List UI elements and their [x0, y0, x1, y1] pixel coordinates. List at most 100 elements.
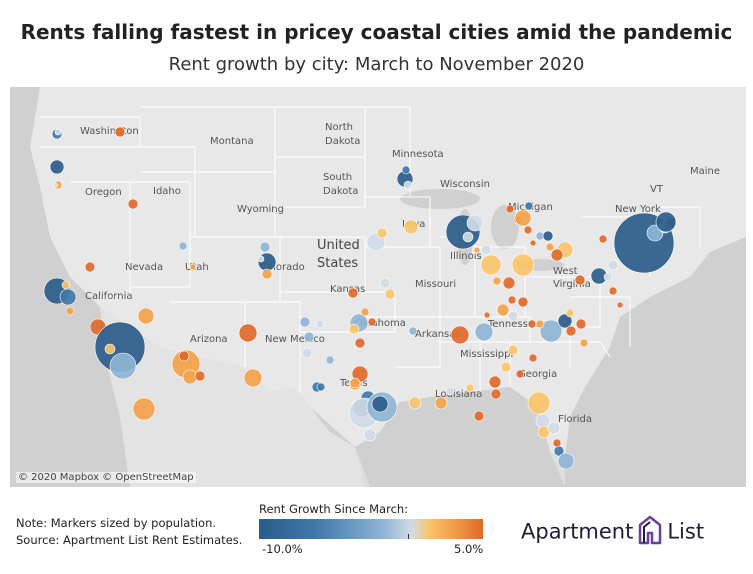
city-marker[interactable]: [547, 421, 561, 435]
city-marker[interactable]: [500, 361, 512, 373]
city-marker[interactable]: [84, 261, 96, 273]
city-marker[interactable]: [59, 288, 77, 306]
city-marker[interactable]: [61, 280, 71, 290]
city-marker[interactable]: [480, 244, 492, 256]
city-marker[interactable]: [529, 239, 537, 247]
city-marker[interactable]: [473, 246, 481, 254]
city-marker[interactable]: [575, 318, 587, 330]
city-marker[interactable]: [189, 263, 197, 271]
city-marker[interactable]: [565, 308, 575, 318]
city-marker[interactable]: [367, 317, 377, 327]
city-marker[interactable]: [363, 428, 377, 442]
map-attribution[interactable]: © 2020 Mapbox © OpenStreetMap: [16, 472, 196, 483]
city-marker[interactable]: [403, 219, 419, 235]
city-marker[interactable]: [598, 234, 608, 244]
city-marker[interactable]: [474, 322, 494, 342]
city-marker[interactable]: [607, 259, 619, 271]
city-marker[interactable]: [574, 274, 586, 286]
city-marker[interactable]: [178, 350, 190, 362]
city-marker[interactable]: [490, 388, 502, 400]
city-marker[interactable]: [473, 410, 485, 422]
city-marker[interactable]: [527, 391, 551, 415]
city-marker[interactable]: [545, 242, 555, 252]
city-marker[interactable]: [114, 126, 126, 138]
city-marker[interactable]: [301, 347, 313, 359]
city-marker[interactable]: [316, 382, 326, 392]
city-marker[interactable]: [303, 331, 315, 343]
city-marker[interactable]: [401, 165, 411, 175]
city-marker[interactable]: [480, 254, 502, 276]
city-marker[interactable]: [354, 337, 366, 349]
city-marker[interactable]: [608, 286, 618, 296]
city-marker[interactable]: [557, 452, 575, 470]
city-marker[interactable]: [127, 198, 139, 210]
city-marker[interactable]: [502, 276, 516, 290]
city-marker[interactable]: [462, 231, 474, 243]
city-marker[interactable]: [492, 276, 502, 286]
city-marker[interactable]: [376, 227, 388, 239]
city-marker[interactable]: [616, 301, 624, 309]
city-marker[interactable]: [54, 128, 62, 136]
city-marker[interactable]: [243, 368, 263, 388]
city-marker[interactable]: [259, 241, 271, 253]
city-marker[interactable]: [524, 201, 534, 211]
city-marker[interactable]: [539, 319, 563, 343]
city-marker[interactable]: [384, 288, 396, 300]
city-marker[interactable]: [299, 316, 311, 328]
city-marker[interactable]: [315, 319, 325, 329]
city-marker[interactable]: [371, 395, 389, 413]
city-marker[interactable]: [408, 396, 422, 410]
city-marker[interactable]: [535, 319, 545, 329]
city-marker[interactable]: [178, 241, 188, 251]
city-marker[interactable]: [261, 268, 273, 280]
city-marker[interactable]: [109, 352, 137, 380]
city-marker[interactable]: [528, 353, 538, 363]
city-marker[interactable]: [496, 303, 510, 317]
pacific-water: [10, 87, 130, 487]
legend-color-ramp[interactable]: [259, 519, 483, 539]
city-marker[interactable]: [466, 214, 484, 232]
city-marker[interactable]: [542, 230, 554, 242]
city-marker[interactable]: [257, 255, 265, 263]
city-marker[interactable]: [137, 307, 155, 325]
city-marker[interactable]: [347, 287, 359, 299]
city-marker[interactable]: [238, 323, 258, 343]
city-marker[interactable]: [507, 310, 519, 322]
us-map[interactable]: Washington Montana North Dakota Minnesota Ore…: [10, 87, 746, 487]
city-marker[interactable]: [408, 326, 418, 336]
city-marker[interactable]: [348, 323, 360, 335]
city-marker[interactable]: [557, 313, 573, 329]
city-marker[interactable]: [483, 311, 491, 319]
city-marker[interactable]: [527, 319, 537, 329]
city-marker[interactable]: [132, 397, 156, 421]
city-marker[interactable]: [349, 377, 361, 389]
city-marker[interactable]: [53, 182, 59, 188]
city-marker[interactable]: [434, 396, 448, 410]
city-marker[interactable]: [514, 209, 532, 227]
city-marker[interactable]: [550, 248, 564, 262]
city-marker[interactable]: [515, 369, 525, 379]
city-marker[interactable]: [465, 383, 475, 393]
city-marker[interactable]: [517, 296, 529, 308]
city-marker[interactable]: [511, 253, 535, 277]
city-marker[interactable]: [65, 306, 75, 316]
city-marker[interactable]: [488, 375, 502, 389]
city-marker[interactable]: [360, 307, 370, 317]
city-marker[interactable]: [49, 159, 65, 175]
city-marker[interactable]: [523, 225, 533, 235]
city-marker[interactable]: [104, 343, 116, 355]
city-marker[interactable]: [579, 338, 589, 348]
city-marker[interactable]: [325, 355, 335, 365]
city-marker[interactable]: [565, 325, 577, 337]
city-marker[interactable]: [655, 211, 677, 233]
city-marker[interactable]: [403, 180, 413, 190]
city-marker[interactable]: [505, 204, 515, 214]
city-marker[interactable]: [507, 295, 517, 305]
city-marker[interactable]: [194, 370, 206, 382]
city-marker[interactable]: [603, 272, 613, 282]
city-marker[interactable]: [450, 325, 470, 345]
city-marker[interactable]: [552, 438, 562, 448]
city-marker[interactable]: [445, 386, 455, 396]
city-marker[interactable]: [507, 344, 519, 356]
city-marker[interactable]: [379, 277, 391, 289]
